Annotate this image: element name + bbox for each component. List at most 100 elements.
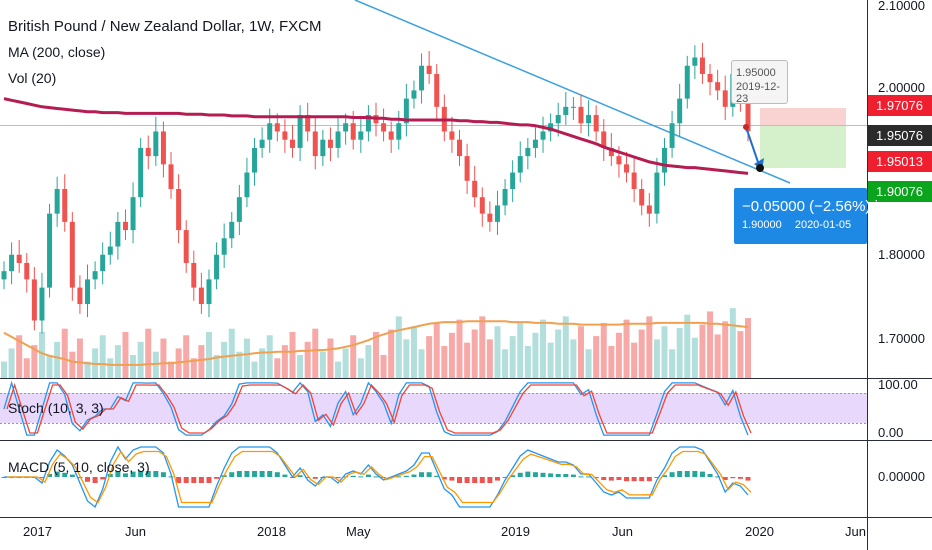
volume-bar xyxy=(577,326,584,378)
macd-histogram-bar xyxy=(419,472,425,477)
candle-body xyxy=(122,221,128,231)
macd-histogram-bar xyxy=(100,477,106,480)
volume-bar xyxy=(653,339,660,378)
volume-bar xyxy=(585,349,592,378)
candle-body xyxy=(510,172,516,189)
candle-body xyxy=(608,147,614,157)
volume-bar xyxy=(319,351,326,378)
macd-histogram-bar xyxy=(510,475,516,477)
volume-bar xyxy=(661,326,668,378)
macd-histogram-bar xyxy=(570,474,576,477)
volume-ma-line xyxy=(3,320,749,366)
time-tick-label: Jun xyxy=(612,524,633,539)
measure-target-line: 1.90000 2020-01-05 xyxy=(742,219,859,231)
volume-bar xyxy=(373,331,379,378)
position-stop-zone xyxy=(760,108,846,126)
candle-body xyxy=(365,115,371,132)
macd-histogram-bar xyxy=(62,472,68,477)
volume-bar xyxy=(608,345,615,378)
volume-bar xyxy=(99,335,106,378)
candle-body xyxy=(570,106,576,108)
candle-body xyxy=(646,205,652,214)
candle-body xyxy=(601,131,607,148)
volume-bar xyxy=(600,322,607,378)
candle-body xyxy=(434,73,440,107)
volume-bar xyxy=(684,314,691,378)
macd-histogram-bar xyxy=(608,477,614,481)
candle-body xyxy=(411,90,417,99)
measure-start-point[interactable] xyxy=(743,124,749,130)
trendline[interactable] xyxy=(354,0,791,184)
volume-bar xyxy=(456,319,463,378)
volume-bar xyxy=(691,337,698,378)
volume-bar xyxy=(312,328,319,378)
macd-signal-line xyxy=(7,450,752,504)
volume-bar xyxy=(357,358,364,378)
candle-body xyxy=(358,131,364,140)
volume-bar xyxy=(145,328,152,378)
macd-histogram-bar xyxy=(525,471,531,477)
volume-bar xyxy=(297,354,304,378)
volume-bar xyxy=(16,335,23,378)
candle-body xyxy=(229,221,235,239)
candle-body xyxy=(85,279,91,305)
candle-body xyxy=(100,254,106,272)
volume-bar xyxy=(137,341,144,378)
macd-histogram-bar xyxy=(396,476,402,478)
price-tick-label: 1.80000 xyxy=(878,247,925,262)
price-tick-label: 2.10000 xyxy=(878,0,925,13)
volume-bar xyxy=(517,322,524,378)
candle-body xyxy=(176,189,182,231)
macd-histogram-bar xyxy=(115,471,121,477)
macd-histogram-bar xyxy=(259,471,265,477)
macd-line xyxy=(4,445,749,509)
measure-target-date: 2020-01-05 xyxy=(794,219,852,231)
candle-body xyxy=(282,131,288,140)
macd-histogram-bar xyxy=(229,472,235,477)
candle-body xyxy=(699,57,705,74)
volume-bar xyxy=(168,361,175,378)
volume-bar xyxy=(122,331,129,378)
volume-bar xyxy=(289,331,296,378)
candle-body xyxy=(115,221,121,247)
volume-bar xyxy=(479,316,486,378)
macd-histogram-bar xyxy=(130,471,136,477)
macd-histogram-bar xyxy=(335,477,341,479)
measure-end-point[interactable] xyxy=(756,164,764,172)
macd-histogram-bar xyxy=(699,471,705,477)
volume-bar xyxy=(509,336,516,378)
candle-body xyxy=(586,115,592,124)
candle-body xyxy=(525,147,531,157)
macd-histogram-bar xyxy=(487,477,493,483)
candle-body xyxy=(267,123,273,140)
candle-body xyxy=(160,131,166,165)
price-tag-target: 1.90076 xyxy=(868,181,932,202)
legend-ma[interactable]: MA (200, close) xyxy=(8,44,106,60)
macd-histogram-bar xyxy=(449,477,455,481)
candle-body xyxy=(312,131,318,157)
stoch-tick-label: 0.00 xyxy=(878,425,903,440)
volume-bar xyxy=(84,361,91,378)
volume-bar xyxy=(441,345,448,378)
legend-stoch[interactable]: Stoch (10, 3, 3) xyxy=(8,400,104,416)
projection-arrow[interactable] xyxy=(745,126,761,169)
legend-macd[interactable]: MACD (5, 10, close, 3) xyxy=(8,459,150,475)
candle-body xyxy=(563,106,569,116)
volume-bar xyxy=(395,316,402,378)
macd-histogram-bar xyxy=(639,477,645,482)
volume-bar xyxy=(107,358,114,378)
macd-histogram-bar xyxy=(745,477,751,481)
candle-body xyxy=(335,131,341,148)
macd-histogram-bar xyxy=(183,477,189,483)
macd-histogram-bar xyxy=(555,474,561,477)
candle-body xyxy=(669,123,675,148)
macd-histogram-bar xyxy=(715,476,721,478)
legend-volume[interactable]: Vol (20) xyxy=(8,70,57,86)
volume-bar xyxy=(274,358,281,378)
macd-histogram-bar xyxy=(426,472,432,477)
volume-bar xyxy=(228,328,235,378)
volume-bar xyxy=(623,319,630,378)
candle-body xyxy=(403,98,409,124)
macd-histogram-bar xyxy=(206,477,212,483)
